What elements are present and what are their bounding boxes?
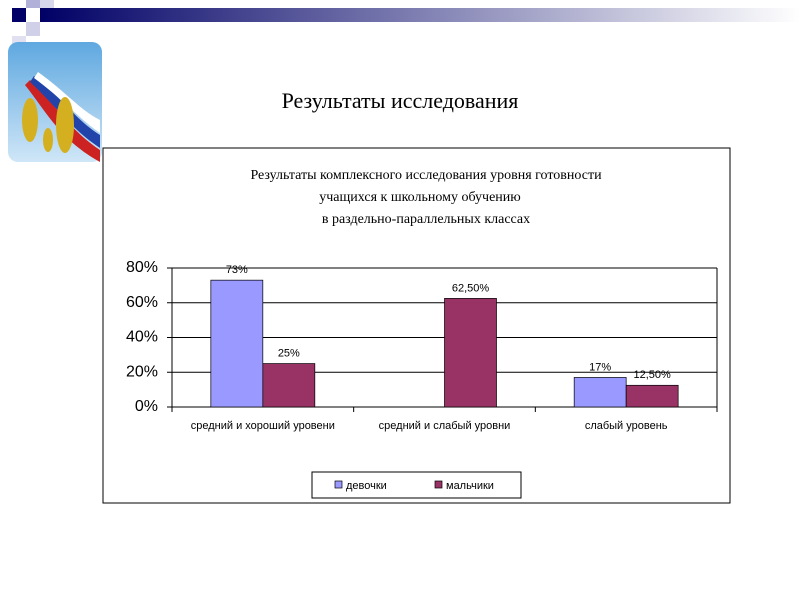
value-label: 25% bbox=[278, 347, 300, 359]
chart-title: Результаты комплексного исследования уро… bbox=[250, 168, 602, 183]
y-tick-label: 0% bbox=[135, 398, 158, 415]
x-tick-label: средний и слабый уровни bbox=[379, 420, 511, 432]
chart-title: учащихся к школьному обучению bbox=[319, 190, 521, 205]
bar bbox=[444, 298, 497, 408]
value-label: 62,50% bbox=[452, 282, 490, 294]
y-tick-label: 40% bbox=[126, 329, 158, 346]
y-tick-label: 60% bbox=[126, 294, 158, 311]
bar bbox=[625, 384, 679, 408]
bar bbox=[573, 377, 627, 408]
legend-swatch bbox=[334, 480, 343, 489]
x-tick-label: слабый уровень bbox=[585, 420, 668, 432]
bar bbox=[262, 363, 316, 408]
slide-title: Результаты исследования bbox=[282, 88, 519, 113]
legend-swatch bbox=[434, 480, 443, 489]
legend-label: девочки bbox=[346, 480, 387, 492]
chart-title: в раздельно-параллельных классах bbox=[322, 212, 530, 227]
y-tick-label: 80% bbox=[126, 259, 158, 276]
x-tick-label: средний и хороший уровени bbox=[191, 420, 335, 432]
legend-label: мальчики bbox=[446, 480, 494, 492]
chart-frame bbox=[102, 147, 731, 504]
y-tick-label: 20% bbox=[126, 363, 158, 380]
value-label: 12,50% bbox=[634, 369, 672, 381]
value-label: 73% bbox=[226, 264, 248, 276]
header-decoration bbox=[12, 0, 800, 44]
legend bbox=[311, 471, 522, 499]
value-label: 17% bbox=[589, 361, 611, 373]
slide-picture bbox=[8, 42, 102, 162]
bar bbox=[210, 279, 264, 408]
